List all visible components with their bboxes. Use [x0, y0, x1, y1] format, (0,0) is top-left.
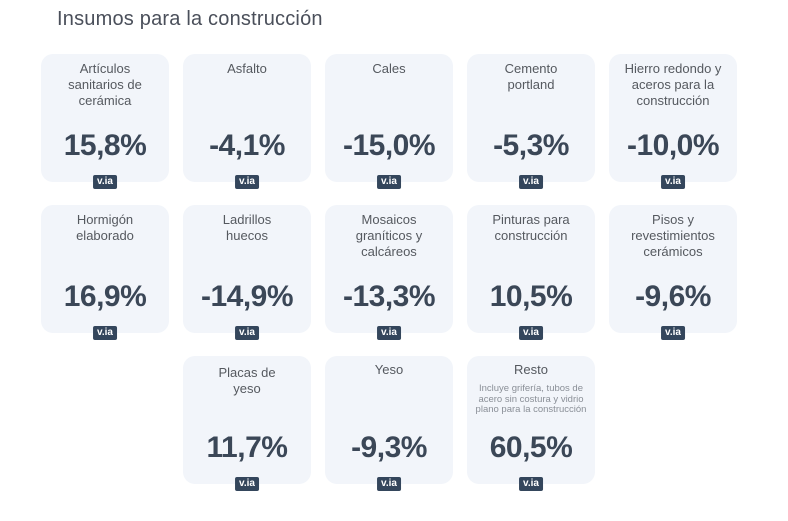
card-value: -13,3%	[342, 280, 436, 313]
card-value: -9,6%	[635, 280, 711, 313]
via-badge: v.ia	[519, 477, 543, 491]
card-label: Pinturas para construcción	[492, 212, 570, 243]
card-label: Asfalto	[227, 61, 267, 76]
card-label: Placas de yeso	[218, 365, 276, 396]
card-label: Artículos sanitarios de cerámica	[68, 61, 142, 108]
card-label: Ladrillos huecos	[222, 212, 272, 243]
card-value: 16,9%	[63, 280, 147, 313]
card-label: Yeso	[374, 362, 404, 377]
via-badge: v.ia	[519, 175, 543, 189]
via-badge: v.ia	[235, 175, 259, 189]
via-badge: v.ia	[235, 477, 259, 491]
via-badge: v.ia	[377, 477, 401, 491]
card-note: Incluye grifería, tubos de acero sin cos…	[475, 383, 587, 415]
card-hierro-redondo: Hierro redondo y aceros para la construc…	[609, 54, 737, 189]
card-label: Hormigón elaborado	[76, 212, 134, 243]
card-pinturas: Pinturas para construcción 10,5% v.ia	[467, 205, 595, 340]
card-label: Cales	[372, 61, 406, 76]
via-badge: v.ia	[93, 326, 117, 340]
card-value: 60,5%	[489, 431, 573, 464]
card-pisos-revestimientos: Pisos y revestimientos cerámicos -9,6% v…	[609, 205, 737, 340]
via-badge: v.ia	[235, 326, 259, 340]
via-badge: v.ia	[377, 326, 401, 340]
card-value: 11,7%	[206, 431, 288, 464]
via-badge: v.ia	[377, 175, 401, 189]
card-label: Cemento portland	[504, 61, 558, 92]
card-label: Hierro redondo y aceros para la construc…	[624, 61, 722, 108]
page-title: Insumos para la construcción	[57, 8, 323, 30]
card-placas-yeso: Placas de yeso 11,7% v.ia	[183, 356, 311, 491]
card-label: Mosaicos graníticos y calcáreos	[355, 212, 423, 259]
card-articulos-sanitarios: Artículos sanitarios de cerámica 15,8% v…	[41, 54, 169, 189]
card-label: Resto	[514, 362, 548, 377]
card-value: -5,3%	[493, 129, 569, 162]
card-value: 15,8%	[63, 129, 147, 162]
card-ladrillos-huecos: Ladrillos huecos -14,9% v.ia	[183, 205, 311, 340]
card-value: -14,9%	[200, 280, 294, 313]
card-cales: Cales -15,0% v.ia	[325, 54, 453, 189]
card-label: Pisos y revestimientos cerámicos	[631, 212, 715, 259]
card-value: 10,5%	[489, 280, 573, 313]
via-badge: v.ia	[661, 326, 685, 340]
card-value: -15,0%	[342, 129, 436, 162]
card-hormigon-elaborado: Hormigón elaborado 16,9% v.ia	[41, 205, 169, 340]
card-yeso: Yeso -9,3% v.ia	[325, 356, 453, 491]
via-badge: v.ia	[93, 175, 117, 189]
card-asfalto: Asfalto -4,1% v.ia	[183, 54, 311, 189]
card-value: -4,1%	[209, 129, 285, 162]
card-cemento-portland: Cemento portland -5,3% v.ia	[467, 54, 595, 189]
card-resto: Resto Incluye grifería, tubos de acero s…	[467, 356, 595, 491]
via-badge: v.ia	[661, 175, 685, 189]
via-badge: v.ia	[519, 326, 543, 340]
card-value: -10,0%	[626, 129, 720, 162]
card-value: -9,3%	[351, 431, 427, 464]
card-mosaicos: Mosaicos graníticos y calcáreos -13,3% v…	[325, 205, 453, 340]
